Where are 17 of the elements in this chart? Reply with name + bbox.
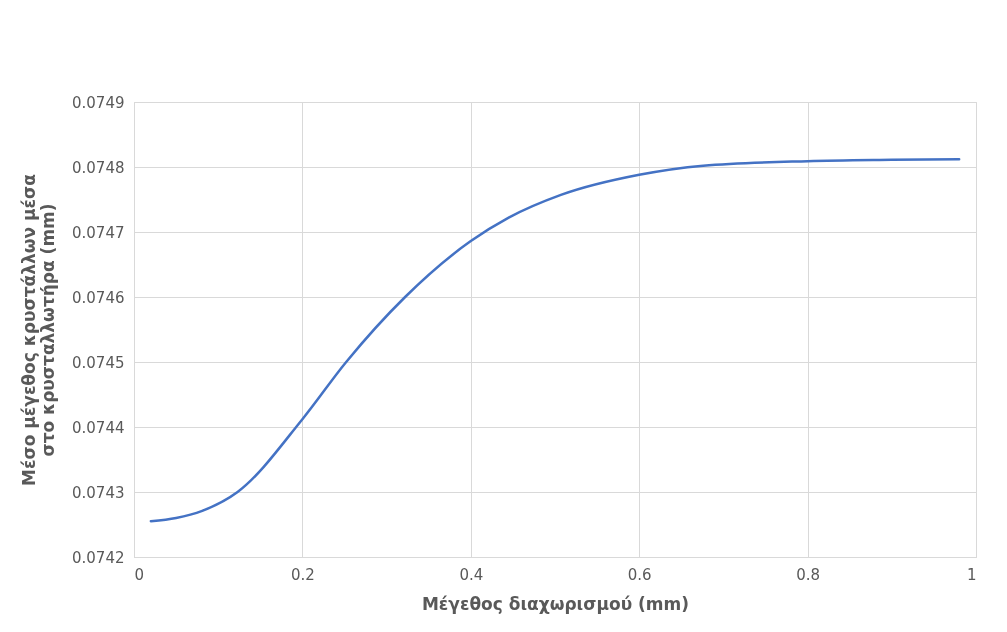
y-tick-label: 0.0744 <box>72 418 125 437</box>
x-tick-label: 0.4 <box>459 565 484 584</box>
x-axis-title: Μέγεθος διαχωρισμού (mm) <box>421 593 690 614</box>
x-tick-label: 0.8 <box>796 565 821 584</box>
y-tick-label: 0.0748 <box>72 158 125 177</box>
y-tick-label: 0.0743 <box>72 483 125 502</box>
y-axis-title: Μέσο μέγεθος κρυστάλλων μέσα στο κρυσταλλωτήρα (mm) <box>19 174 59 486</box>
y-tick-label: 0.0746 <box>72 288 125 307</box>
line-series <box>149 157 961 523</box>
y-tick-label: 0.0747 <box>72 223 125 242</box>
y-tick-label: 0.0745 <box>72 353 125 372</box>
y-tick-label: 0.0742 <box>72 548 125 567</box>
x-tick-label: 1 <box>966 565 977 584</box>
y-tick-label: 0.0749 <box>72 93 125 112</box>
x-tick-label: 0.2 <box>290 565 315 584</box>
x-tick-label: 0 <box>134 565 145 584</box>
x-tick-label: 0.6 <box>627 565 652 584</box>
